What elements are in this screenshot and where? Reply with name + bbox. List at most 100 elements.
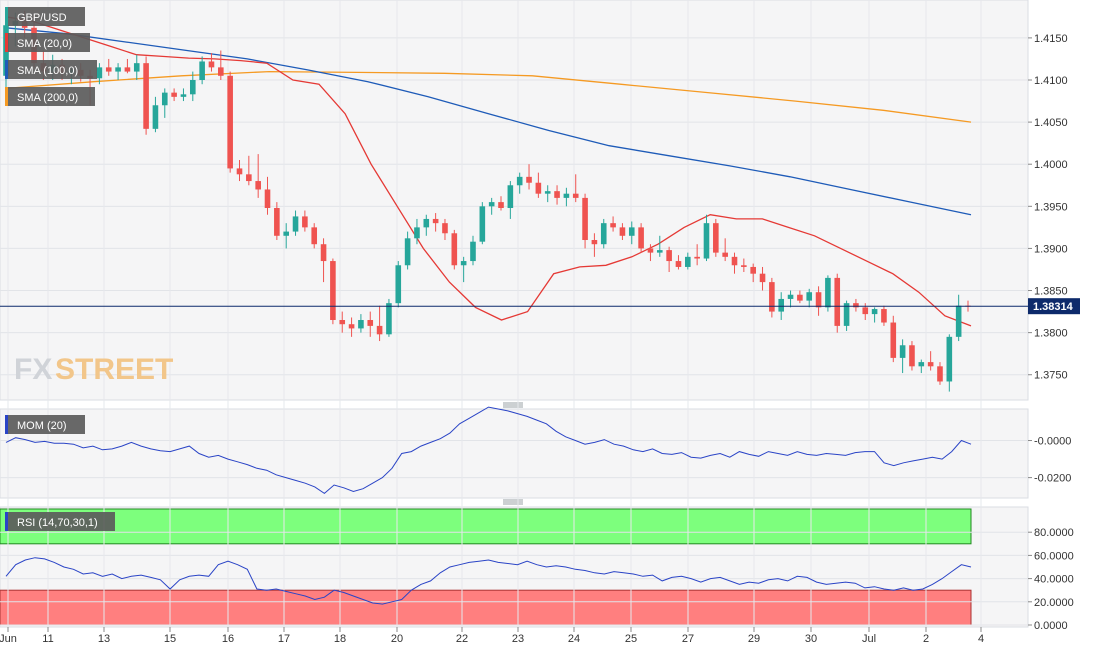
candle bbox=[339, 311, 346, 333]
candle bbox=[451, 229, 458, 270]
x-axis-tick-label: 30 bbox=[805, 633, 817, 645]
candle bbox=[423, 214, 430, 236]
x-axis-tick-label: 27 bbox=[682, 633, 694, 645]
candle bbox=[806, 288, 813, 308]
candle bbox=[488, 197, 495, 215]
candle bbox=[292, 210, 299, 236]
price-y-tick: 1.4050 bbox=[1034, 117, 1068, 129]
candle bbox=[442, 218, 448, 240]
sma-100-line bbox=[5, 27, 972, 216]
rsi-y-tick: 20.0000 bbox=[1034, 597, 1074, 609]
candle bbox=[386, 298, 392, 337]
candle bbox=[199, 56, 205, 85]
candle bbox=[255, 154, 261, 198]
x-axis-tick-label: 13 bbox=[98, 633, 110, 645]
candle bbox=[311, 223, 318, 249]
momentum-panel bbox=[0, 408, 1029, 499]
rsi-y-tick: 80.0000 bbox=[1034, 527, 1074, 539]
x-axis-tick-label: 22 bbox=[456, 633, 468, 645]
grid-lines bbox=[0, 0, 1028, 627]
x-axis-tick-label: Jun bbox=[0, 633, 17, 645]
candle bbox=[600, 218, 607, 249]
candle bbox=[218, 50, 224, 80]
momentum-series bbox=[5, 406, 972, 495]
candle bbox=[133, 54, 140, 80]
candles bbox=[3, 10, 971, 392]
candle bbox=[544, 185, 551, 203]
candle bbox=[470, 235, 476, 266]
candle bbox=[713, 218, 719, 257]
legend-momentum[interactable]: MOM (20) bbox=[5, 415, 85, 434]
candle bbox=[460, 256, 467, 283]
pane-resize-handle-2[interactable] bbox=[503, 499, 523, 506]
x-axis-tick-label: Jul bbox=[862, 633, 876, 645]
candle bbox=[741, 258, 747, 272]
candle bbox=[330, 258, 336, 325]
x-axis-tick-label: 15 bbox=[164, 633, 176, 645]
svg-text:STREET: STREET bbox=[55, 353, 173, 386]
candle bbox=[124, 58, 131, 74]
candle bbox=[320, 238, 327, 283]
rsi-oversold-zone bbox=[0, 589, 972, 626]
rsi-overbought-zone bbox=[0, 508, 972, 545]
candle bbox=[797, 290, 803, 304]
legend-sma-200-label: SMA (200,0) bbox=[17, 92, 78, 104]
candle bbox=[526, 164, 532, 190]
candle bbox=[666, 246, 672, 272]
price-y-tick: 1.4000 bbox=[1034, 159, 1068, 171]
candle bbox=[143, 56, 149, 135]
candle bbox=[890, 315, 897, 363]
candle bbox=[647, 244, 654, 262]
candle bbox=[572, 174, 579, 203]
candle bbox=[161, 88, 168, 118]
candle bbox=[703, 214, 710, 262]
x-axis-tick-label: 11 bbox=[42, 633, 53, 645]
x-axis-tick-label: 16 bbox=[222, 633, 234, 645]
candle bbox=[591, 233, 598, 257]
candle bbox=[946, 334, 953, 392]
candle bbox=[507, 181, 514, 219]
legend-sma-100[interactable]: SMA (100,0) bbox=[5, 60, 97, 79]
candle bbox=[180, 88, 187, 102]
current-price-line: 1.38314 bbox=[0, 298, 1080, 315]
legend-rsi[interactable]: RSI (14,70,30,1) bbox=[5, 512, 115, 531]
candle bbox=[638, 223, 644, 253]
candle bbox=[769, 277, 775, 318]
pane-resize-handle-1[interactable] bbox=[503, 401, 523, 408]
candle bbox=[787, 290, 794, 308]
legends: GBP/USD SMA (20,0) SMA (100,0) SMA (200,0) M… bbox=[5, 7, 115, 531]
candle bbox=[881, 305, 887, 326]
candle bbox=[825, 275, 831, 312]
candle bbox=[264, 176, 271, 215]
candle bbox=[871, 307, 878, 323]
momentum-y-tick: -0.0000 bbox=[1034, 436, 1071, 448]
rsi-y-tick: 40.0000 bbox=[1034, 574, 1074, 586]
candle bbox=[208, 53, 215, 72]
price-y-tick: 1.3750 bbox=[1034, 370, 1068, 382]
legend-sma-20[interactable]: SMA (20,0) bbox=[5, 33, 90, 52]
rsi-line bbox=[5, 557, 972, 605]
candle bbox=[96, 63, 103, 85]
candle bbox=[815, 286, 822, 316]
candle bbox=[367, 311, 374, 337]
rsi-y-tick: 60.0000 bbox=[1034, 550, 1074, 562]
candle bbox=[479, 202, 486, 245]
candle bbox=[348, 317, 355, 337]
sma-20-line bbox=[5, 16, 972, 327]
sma-200-line bbox=[5, 70, 972, 123]
current-price-value: 1.38314 bbox=[1033, 301, 1074, 313]
legend-momentum-label: MOM (20) bbox=[17, 420, 67, 432]
legend-gbpusd[interactable]: GBP/USD bbox=[5, 7, 85, 26]
candle bbox=[563, 187, 570, 207]
candle bbox=[554, 185, 560, 205]
sma-lines bbox=[5, 16, 972, 327]
candle bbox=[535, 172, 542, 198]
candle bbox=[955, 294, 962, 342]
legend-sma-200[interactable]: SMA (200,0) bbox=[5, 87, 95, 106]
rsi-series bbox=[5, 557, 972, 605]
candle bbox=[853, 298, 859, 312]
candle bbox=[432, 213, 439, 232]
price-y-tick: 1.3850 bbox=[1034, 286, 1068, 298]
candle bbox=[750, 263, 756, 283]
candle bbox=[610, 216, 616, 232]
